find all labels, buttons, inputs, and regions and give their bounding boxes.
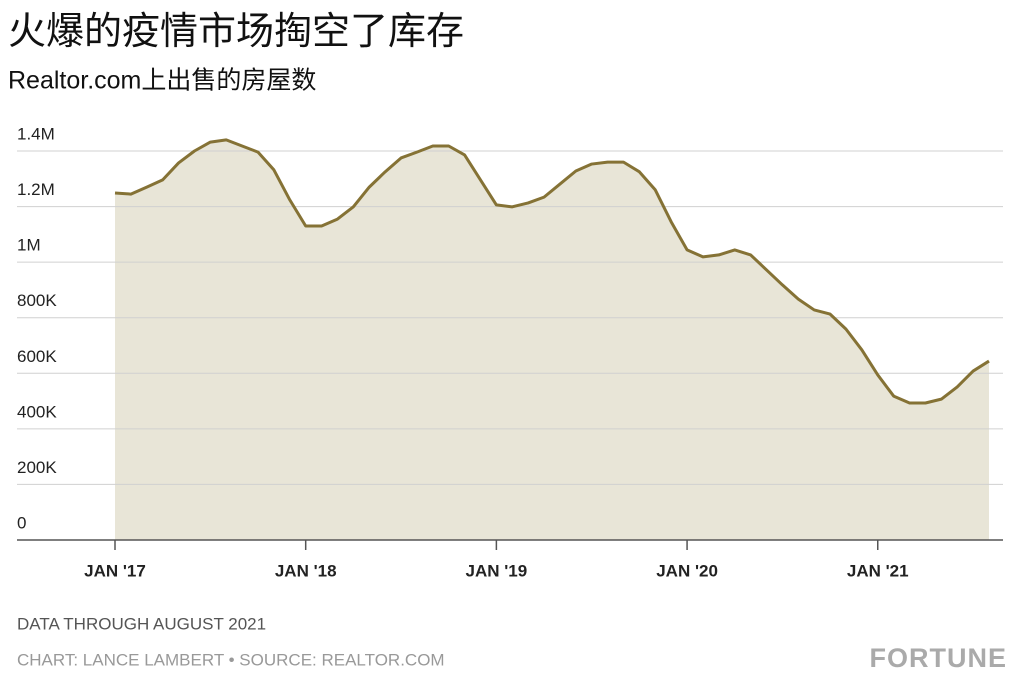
credit: CHART: LANCE LAMBERT • SOURCE: REALTOR.C… (17, 650, 445, 669)
y-tick-label: 1.2M (17, 180, 55, 199)
y-tick-label: 400K (17, 402, 57, 421)
line (114, 138, 990, 405)
y-tick-label: 600K (17, 347, 57, 366)
y-tick-label: 1.4M (17, 124, 55, 143)
y-tick-label: 1M (17, 236, 41, 255)
x-tick-label: JAN '19 (466, 561, 528, 580)
y-tick-label: 200K (17, 458, 57, 477)
x-tick-label: JAN '20 (656, 561, 718, 580)
x-tick-label: JAN '17 (84, 561, 146, 580)
brand: FORTUNE (870, 643, 1008, 673)
chart-subtitle: Realtor.com上出售的房屋数 (8, 67, 316, 95)
x-tick-label: JAN '21 (847, 561, 909, 580)
chart-title: 火爆的疫情市场掏空了库存 (8, 11, 464, 53)
y-tick-label: 800K (17, 291, 57, 310)
x-tick-label: JAN '18 (275, 561, 337, 580)
y-tick-label: 0 (17, 513, 26, 532)
area (115, 139, 989, 540)
note: DATA THROUGH AUGUST 2021 (17, 614, 266, 633)
